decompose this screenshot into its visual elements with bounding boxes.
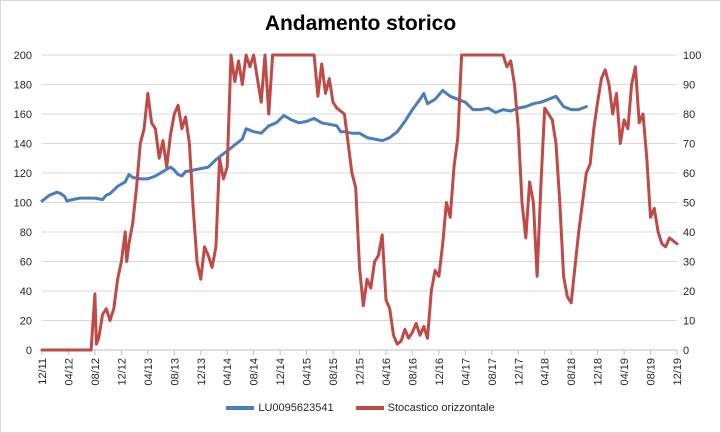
- y-left-tick-label: 80: [20, 227, 32, 239]
- y-right-tick-label: 90: [683, 80, 695, 92]
- x-tick-label: 04/16: [381, 358, 393, 386]
- legend-item-series-1: LU0095623541: [226, 402, 334, 414]
- y-left-tick-label: 200: [14, 50, 32, 62]
- series-lines: [40, 53, 679, 352]
- x-tick-label: 04/13: [143, 358, 155, 386]
- x-tick-label: 04/18: [540, 358, 552, 386]
- x-tick-label: 12/18: [593, 358, 605, 386]
- y-right-tick-label: 70: [683, 139, 695, 151]
- y-left-tick-label: 180: [14, 80, 32, 92]
- x-tick-label: 08/16: [407, 358, 419, 386]
- legend-item-series-2: Stocastico orizzontale: [355, 402, 495, 414]
- x-tick-label: 04/14: [222, 358, 234, 386]
- x-tick-label: 08/15: [328, 358, 340, 386]
- y-right-tick-label: 20: [683, 286, 695, 298]
- x-tick-label: 12/15: [355, 358, 367, 386]
- legend-label-series-1: LU0095623541: [258, 402, 334, 414]
- x-tick-label: 04/15: [302, 358, 314, 386]
- y-left-tick-label: 160: [14, 109, 32, 121]
- x-tick-label: 12/16: [434, 358, 446, 386]
- y-left-tick-label: 60: [20, 257, 32, 269]
- y-right-tick-label: 80: [683, 109, 695, 121]
- gridlines: [42, 54, 677, 351]
- legend-swatch-series-2: [355, 406, 384, 410]
- series-line-2: [40, 53, 679, 352]
- y-axis-right: 0 10 20 30 40 50 60 70 80 90 100: [683, 50, 701, 357]
- x-tick-label: 08/17: [487, 358, 499, 386]
- x-tick-label: 04/17: [460, 358, 472, 386]
- y-right-tick-label: 50: [683, 198, 695, 210]
- x-tick-label: 12/19: [672, 358, 684, 386]
- y-right-tick-label: 100: [683, 50, 701, 62]
- y-left-tick-label: 120: [14, 168, 32, 180]
- x-tick-label: 12/13: [196, 358, 208, 386]
- x-tick-label: 08/12: [90, 358, 102, 386]
- legend: LU0095623541 Stocastico orizzontale: [0, 402, 721, 414]
- x-axis: 12/11 04/12 08/12 12/12 04/13 08/13 12/13 04/14…: [37, 349, 684, 386]
- y-left-tick-label: 40: [20, 286, 32, 298]
- x-tick-label: 08/13: [169, 358, 181, 386]
- y-right-tick-label: 60: [683, 168, 695, 180]
- y-left-tick-label: 0: [26, 345, 32, 357]
- x-tick-label: 04/19: [619, 358, 631, 386]
- legend-label-series-2: Stocastico orizzontale: [387, 402, 495, 414]
- y-axis-left: 0 20 40 60 80 100 120 140 160 180 200: [14, 50, 32, 357]
- series-line-1: [40, 88, 588, 203]
- x-tick-label: 08/18: [566, 358, 578, 386]
- y-right-tick-label: 30: [683, 257, 695, 269]
- y-right-tick-label: 40: [683, 227, 695, 239]
- legend-swatch-series-1: [226, 406, 255, 410]
- x-tick-label: 12/14: [275, 358, 287, 386]
- x-tick-label: 08/19: [646, 358, 658, 386]
- x-tick-label: 08/14: [249, 358, 261, 386]
- x-tick-label: 12/12: [116, 358, 128, 386]
- y-left-tick-label: 140: [14, 139, 32, 151]
- y-left-tick-label: 100: [14, 198, 32, 210]
- y-left-tick-label: 20: [20, 316, 32, 328]
- y-right-tick-label: 10: [683, 316, 695, 328]
- y-right-tick-label: 0: [683, 345, 689, 357]
- chart-title: Andamento storico: [264, 12, 457, 35]
- x-tick-label: 12/17: [513, 358, 525, 386]
- x-tick-label: 04/12: [63, 358, 75, 386]
- x-tick-label: 12/11: [37, 358, 49, 385]
